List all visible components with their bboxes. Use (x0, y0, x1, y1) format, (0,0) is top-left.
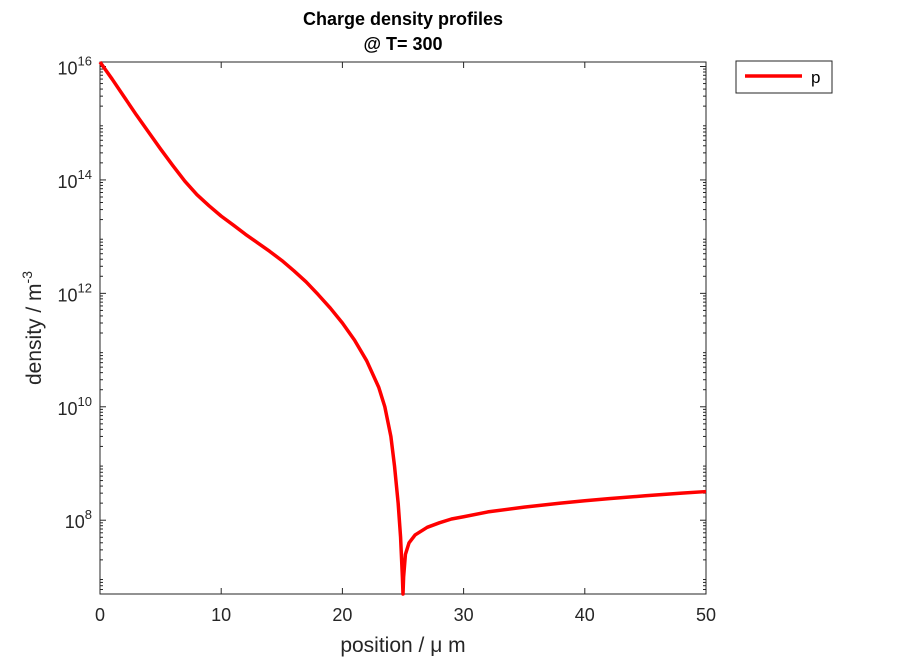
x-tick-label: 50 (696, 605, 716, 625)
y-axis: 108 1010 1012 1014 1016 (58, 53, 706, 595)
plot-area (99, 61, 707, 595)
y-tick-label: 1010 (58, 394, 93, 419)
y-axis-label: density / m-3 (19, 271, 46, 385)
y-axis-label-text: density / m (23, 283, 46, 385)
x-axis-label: position / μ m (340, 634, 465, 657)
y-tick-label: 1016 (58, 53, 93, 78)
series-line-p (98, 60, 707, 596)
y-tick-label: 1014 (58, 167, 93, 192)
x-tick-label: 20 (332, 605, 352, 625)
y-tick-label: 1012 (58, 280, 93, 305)
x-tick-label: 10 (211, 605, 231, 625)
y-tick-label: 108 (65, 507, 92, 532)
chart-title-line-1: Charge density profiles (303, 9, 503, 29)
y-axis-label-exponent: -3 (19, 271, 35, 284)
x-tick-label: 30 (454, 605, 474, 625)
chart-title-line-2: @ T= 300 (363, 34, 442, 54)
x-tick-label: 0 (95, 605, 105, 625)
legend[interactable]: p (735, 60, 833, 94)
x-tick-label: 40 (575, 605, 595, 625)
legend-entry-p: p (811, 68, 820, 87)
x-axis: 0 10 20 30 40 50 (95, 62, 716, 625)
